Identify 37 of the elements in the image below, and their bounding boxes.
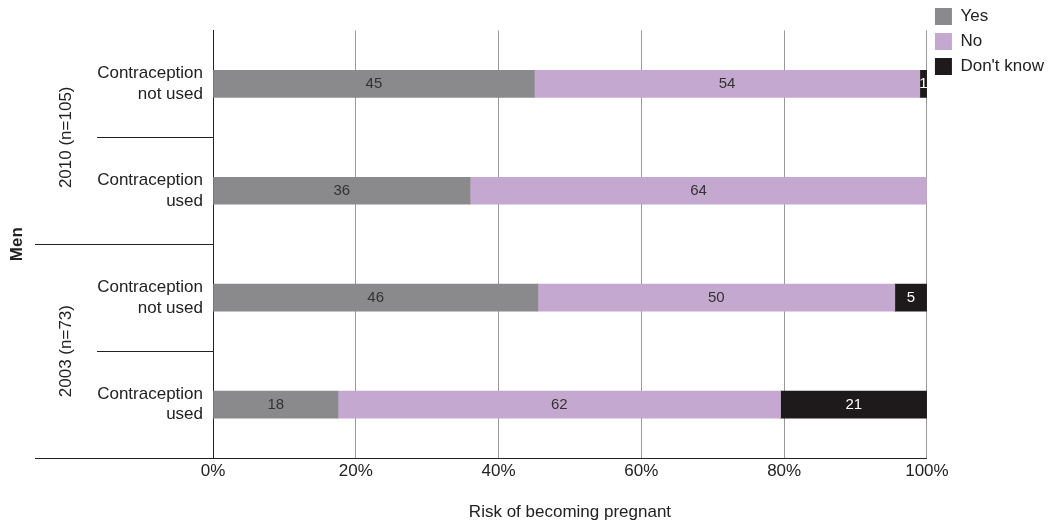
data-label: 45 — [365, 73, 383, 91]
bar — [469, 176, 927, 205]
x-axis-title: Risk of becoming pregnant — [468, 502, 672, 522]
data-label: 36 — [333, 180, 351, 198]
bar — [213, 283, 539, 312]
legend-label: No — [960, 31, 983, 51]
data-label: 64 — [690, 180, 707, 198]
bar — [533, 70, 921, 98]
y-tick-label: Contraception not used — [97, 63, 203, 103]
data-label: 21 — [845, 394, 863, 412]
data-label: 1 — [919, 73, 928, 91]
bar — [780, 390, 927, 419]
legend-label: Yes — [960, 6, 989, 26]
x-tick-label: 100% — [905, 460, 949, 480]
data-label: 18 — [267, 394, 285, 412]
x-tick-label: 20% — [338, 460, 373, 480]
data-label: 50 — [707, 287, 725, 305]
y-tick-label: Contraception used — [97, 384, 203, 424]
text: 2003 (n=73) — [55, 305, 75, 398]
y-tick-label: Contraception used — [97, 170, 203, 210]
data-label: 62 — [550, 394, 568, 412]
bar — [213, 390, 339, 419]
bar — [213, 70, 535, 98]
bar — [213, 176, 471, 205]
bar — [537, 283, 896, 312]
data-label: 5 — [906, 287, 916, 305]
text: 2010 (n=105) — [55, 86, 75, 189]
x-tick-label: 60% — [624, 460, 659, 480]
x-tick-label: 40% — [481, 460, 516, 480]
data-label: 46 — [367, 287, 385, 305]
y-axis-title: Men — [6, 227, 26, 262]
x-tick-label: 0% — [200, 460, 226, 480]
bar — [337, 390, 781, 419]
data-label: 54 — [718, 73, 736, 91]
y-tick-label: Contraception not used — [97, 277, 203, 317]
x-tick-label: 80% — [767, 460, 802, 480]
legend-label: Don't know — [960, 56, 1045, 76]
